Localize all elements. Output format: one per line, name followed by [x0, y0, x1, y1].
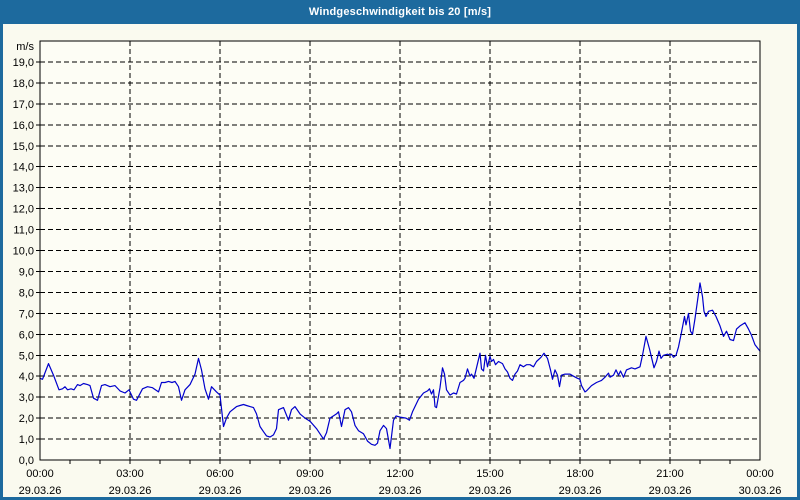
y-axis-label: 8,0	[19, 287, 34, 299]
y-axis-label: 9,0	[19, 266, 34, 278]
chart-area: 19,0 18,0 17,0 16,0 15,0 14,0 13,0 12,0 11,0 10,0…	[3, 24, 797, 497]
y-axis-label: 14,0	[13, 162, 34, 174]
x-axis-date-label: 29.03.26	[199, 485, 242, 497]
y-axis-label: 17,0	[13, 99, 34, 111]
y-axis-label: 15,0	[13, 141, 34, 153]
x-axis-time-label: 06:00	[206, 468, 234, 480]
window-title: Windgeschwindigkeit bis 20 [m/s]	[308, 6, 492, 18]
x-axis-date-label: 29.03.26	[109, 485, 152, 497]
x-axis-time-label: 03:00	[116, 468, 144, 480]
y-axis-label: 2,0	[19, 413, 34, 425]
y-axis-label: 3,0	[19, 392, 34, 404]
x-axis-date-label: 29.03.26	[469, 485, 512, 497]
y-axis-label: 5,0	[19, 350, 34, 362]
plot-border	[39, 40, 761, 461]
y-axis-label: 18,0	[13, 78, 34, 90]
y-axis-label: 12,0	[13, 204, 34, 216]
y-axis-label: 1,0	[19, 434, 34, 446]
x-axis-date-label: 29.03.26	[289, 485, 332, 497]
y-axis-label: 16,0	[13, 120, 34, 132]
x-axis-date-label: 30.03.26	[739, 485, 782, 497]
window-title-bar: Windgeschwindigkeit bis 20 [m/s]	[0, 0, 800, 24]
wind-speed-chart: 19,0 18,0 17,0 16,0 15,0 14,0 13,0 12,0 11,0 10,0…	[13, 40, 782, 497]
y-axis-unit-label: m/s	[16, 41, 34, 53]
y-axis-label: 19,0	[13, 57, 34, 69]
wind-speed-line	[39, 282, 761, 450]
x-axis-time-label: 15:00	[476, 468, 504, 480]
y-axis-label: 13,0	[13, 183, 34, 195]
x-axis-time-label: 12:00	[386, 468, 414, 480]
x-axis-time-label: 18:00	[566, 468, 594, 480]
x-axis-time-label: 00:00	[26, 468, 54, 480]
y-axis-label: 7,0	[19, 308, 34, 320]
x-axis-date-label: 29.03.26	[19, 485, 62, 497]
x-axis-date-label: 29.03.26	[379, 485, 422, 497]
y-axis-label: 11,0	[13, 225, 34, 237]
y-axis-label: 10,0	[13, 246, 34, 258]
x-axis-time-label: 21:00	[656, 468, 684, 480]
x-axis-time-label: 09:00	[296, 468, 324, 480]
x-axis-date-label: 29.03.26	[559, 485, 602, 497]
y-axis-label: 4,0	[19, 371, 34, 383]
x-axis-time-label: 00:00	[746, 468, 774, 480]
x-axis-date-label: 29.03.26	[649, 485, 692, 497]
y-axis-label: 6,0	[19, 329, 34, 341]
y-axis-label: 0,0	[19, 455, 34, 467]
